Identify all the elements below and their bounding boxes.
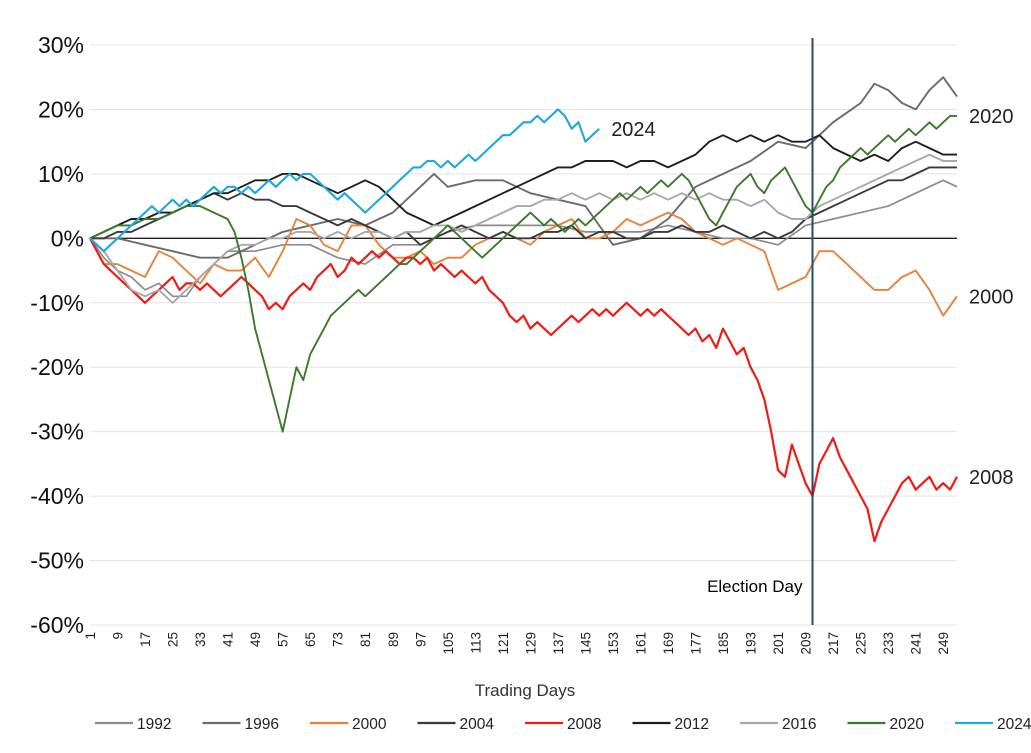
x-tick-label: 17	[138, 632, 153, 647]
x-tick-label: 241	[909, 632, 924, 655]
series-line-2024	[89, 108, 600, 253]
legend-label-2024: 2024	[997, 716, 1031, 733]
legend-label-2000: 2000	[352, 716, 387, 733]
legend-label-2004: 2004	[460, 716, 495, 733]
x-tick-label: 25	[166, 632, 181, 647]
x-tick-label: 225	[854, 632, 869, 655]
series-lines	[89, 76, 958, 543]
series-line-2000	[89, 211, 958, 317]
legend-label-2012: 2012	[675, 716, 709, 733]
series-line-2016	[89, 153, 957, 304]
y-tick-label: 20%	[38, 96, 84, 122]
x-tick-label: 89	[386, 632, 401, 647]
x-axis-tick-labels: 1 9 17 25 33 41 49 57 65 73 81 89 97 105 113 121 129 137 1…	[83, 632, 951, 655]
legend-label-1992: 1992	[137, 716, 171, 733]
series-line-1996	[90, 76, 958, 259]
x-tick-label: 233	[881, 632, 896, 655]
x-tick-label: 81	[358, 632, 373, 647]
x-tick-label: 73	[331, 632, 346, 647]
y-tick-label: -10%	[30, 290, 84, 316]
election-day-label: Election Day	[707, 577, 803, 596]
x-tick-label: 49	[248, 632, 263, 647]
x-tick-label: 145	[578, 632, 593, 655]
x-tick-label: 249	[936, 632, 951, 655]
end-label-2024: 2024	[611, 119, 656, 141]
series-end-labels: 2024 2020 2000 2008	[611, 106, 1013, 489]
y-tick-label: 0%	[51, 225, 84, 251]
legend-label-2008: 2008	[567, 716, 601, 733]
x-tick-label: 65	[303, 632, 318, 647]
x-tick-label: 33	[193, 632, 208, 647]
y-tick-label: 10%	[38, 161, 84, 187]
legend-label-2016: 2016	[782, 716, 816, 733]
x-axis-label: Trading Days	[475, 681, 575, 700]
y-tick-label: -40%	[30, 483, 84, 509]
x-tick-label: 193	[744, 632, 759, 655]
y-axis-tick-labels: 30% 20% 10% 0% -10% -20% -30% -40% -50% -60%	[30, 32, 84, 638]
x-tick-label: 201	[771, 632, 786, 655]
legend: 1992 1996 2000 2004 2008 2012 2016 2020 2024	[95, 716, 1031, 733]
end-label-2008: 2008	[969, 467, 1014, 489]
x-tick-label: 57	[276, 632, 291, 647]
x-tick-label: 105	[441, 632, 456, 655]
x-tick-label: 177	[689, 632, 704, 655]
x-tick-label: 217	[826, 632, 841, 655]
x-tick-label: 185	[716, 632, 731, 655]
x-tick-label: 41	[221, 632, 236, 647]
series-line-1992	[89, 179, 958, 298]
grid-lines	[90, 44, 957, 626]
y-tick-label: 30%	[38, 32, 84, 58]
y-tick-label: -30%	[30, 419, 84, 445]
x-tick-label: 161	[633, 632, 648, 655]
legend-label-1996: 1996	[245, 716, 279, 733]
y-tick-label: -20%	[30, 354, 84, 380]
x-tick-label: 209	[799, 632, 814, 655]
x-tick-label: 169	[661, 632, 676, 655]
x-tick-label: 137	[551, 632, 566, 655]
x-tick-label: 113	[468, 632, 483, 654]
x-tick-label: 129	[523, 632, 538, 655]
x-tick-label: 9	[111, 632, 126, 640]
x-tick-label: 97	[413, 632, 428, 647]
y-tick-label: -60%	[30, 612, 84, 638]
x-tick-label: 1	[83, 632, 98, 640]
series-line-2020	[89, 114, 957, 433]
end-label-2000: 2000	[969, 286, 1014, 308]
x-tick-label: 121	[496, 632, 511, 655]
y-tick-label: -50%	[30, 548, 84, 574]
end-label-2020: 2020	[969, 106, 1014, 128]
legend-label-2020: 2020	[890, 716, 925, 733]
x-tick-label: 153	[606, 632, 621, 655]
